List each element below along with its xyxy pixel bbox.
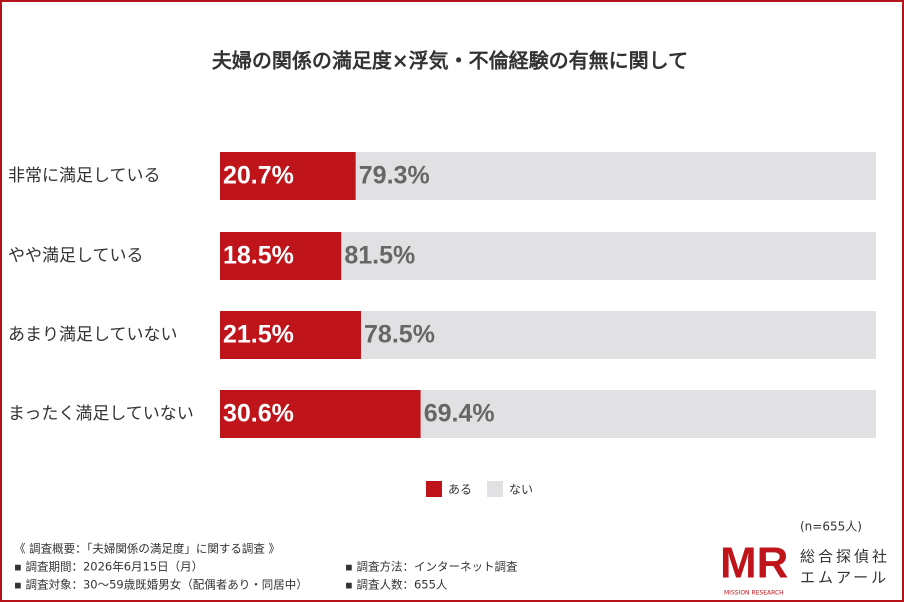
legend-label: ある [448,483,472,497]
bar-segment [220,152,356,200]
value-label: 81.5% [344,242,415,270]
bar-segment [220,390,421,438]
logo-sub: MISSION RESEARCH [724,590,784,597]
category-label: まったく満足していない [8,404,194,424]
legend-label: ない [509,483,533,497]
logo-text: エムアール [800,569,889,587]
bar-segment [220,311,362,359]
bar-segment [341,232,876,280]
value-label: 78.5% [364,321,435,349]
bar-segment [220,232,342,280]
bar-segment [420,390,876,438]
logo-mark: MR [720,539,788,588]
legend-swatch [487,481,503,497]
note: ▪ 調査期間：2026年6月15日（月） [14,560,203,574]
note: ▪ 調査方法：インターネット調査 [345,560,518,574]
value-label: 20.7% [223,162,294,190]
notes-heading: 《 調査概要：「夫婦関係の満足度」に関する調査 》 [14,542,280,556]
value-label: 30.6% [223,400,294,428]
legend-swatch [426,481,442,497]
note: ▪ 調査人数：655人 [345,578,448,592]
value-label: 18.5% [223,242,294,270]
value-label: 69.4% [424,400,495,428]
bar-segment [355,152,876,200]
value-label: 79.3% [359,162,430,190]
bar-segment [361,311,876,359]
value-label: 21.5% [223,321,294,349]
chart-title: 夫婦の関係の満足度×浮気・不倫経験の有無に関して [212,49,688,73]
logo-text: 総合探偵社 [800,548,890,566]
category-label: あまり満足していない [8,325,178,345]
sample-size: (n=655人) [800,520,862,534]
category-label: やや満足している [8,246,144,266]
note: ▪ 調査対象：30〜59歳既婚男女（配偶者あり・同居中） [14,578,308,592]
category-label: 非常に満足している [8,166,161,186]
